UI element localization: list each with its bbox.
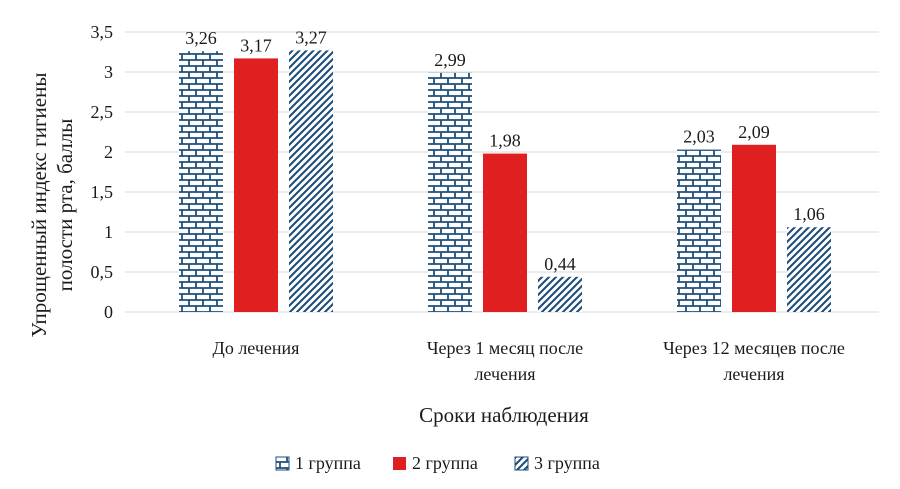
x-axis-category-labels: До лечения Через 1 месяц после лечения Чере…	[213, 338, 845, 384]
legend-label-2: 2 группа	[412, 453, 478, 473]
bar-series-3-category-2	[538, 276, 582, 312]
bar-series-3-category-1	[289, 50, 333, 313]
x-category-label: До лечения	[213, 338, 300, 358]
bar-series-2-category-2	[483, 153, 527, 312]
value-labels: 3,26 2,99 2,03 3,17 1,98 2,09 3,27 0,44 1,06	[185, 27, 825, 273]
bar-series-1-category-1	[179, 51, 223, 312]
bar-series-3-category-3	[787, 227, 831, 312]
legend-swatch-3	[514, 456, 529, 471]
y-tick-label: 1,5	[91, 182, 114, 202]
data-label-series-1-category-1: 3,26	[185, 28, 217, 48]
bar-series-1-category-3	[677, 149, 721, 312]
bar-series-2-category-1	[234, 58, 278, 313]
x-category-label: лечения	[723, 364, 784, 384]
y-axis-tick-labels: 0 0,5 1 1,5 2 2,5 3 3,5	[91, 22, 114, 322]
y-tick-label: 2,5	[91, 102, 114, 122]
x-axis-label: Сроки наблюдения	[419, 403, 589, 427]
data-label-series-1-category-2: 2,99	[434, 50, 466, 70]
y-tick-label: 3,5	[91, 22, 114, 42]
data-label-series-3-category-2: 0,44	[544, 254, 576, 274]
x-category-label: Через 12 месяцев после	[663, 338, 845, 358]
y-axis-label-line-1: Упрощенный индекс гигиены	[27, 73, 51, 338]
legend: 1 группа 2 группа 3 группа	[275, 453, 600, 473]
data-label-series-2-category-3: 2,09	[738, 122, 770, 142]
y-tick-label: 1	[104, 222, 113, 242]
data-label-series-3-category-3: 1,06	[793, 204, 825, 224]
y-tick-label: 2	[104, 142, 113, 162]
y-tick-label: 3	[104, 62, 113, 82]
bars-layer	[179, 50, 831, 313]
x-category-label: Через 1 месяц после	[427, 338, 583, 358]
legend-swatch-1	[275, 456, 290, 471]
legend-swatch-2	[393, 457, 406, 470]
data-label-series-3-category-1: 3,27	[295, 27, 327, 47]
legend-label-1: 1 группа	[295, 453, 361, 473]
legend-label-3: 3 группа	[534, 453, 600, 473]
bar-series-1-category-2	[428, 72, 472, 312]
bar-series-2-category-3	[732, 144, 776, 312]
y-tick-label: 0	[104, 302, 113, 322]
y-axis-label-line-2: полости рта, баллы	[53, 119, 77, 292]
y-tick-label: 0,5	[91, 262, 114, 282]
data-label-series-2-category-2: 1,98	[489, 131, 521, 151]
data-label-series-1-category-3: 2,03	[683, 127, 715, 147]
x-category-label: лечения	[474, 364, 535, 384]
data-label-series-2-category-1: 3,17	[240, 35, 272, 55]
